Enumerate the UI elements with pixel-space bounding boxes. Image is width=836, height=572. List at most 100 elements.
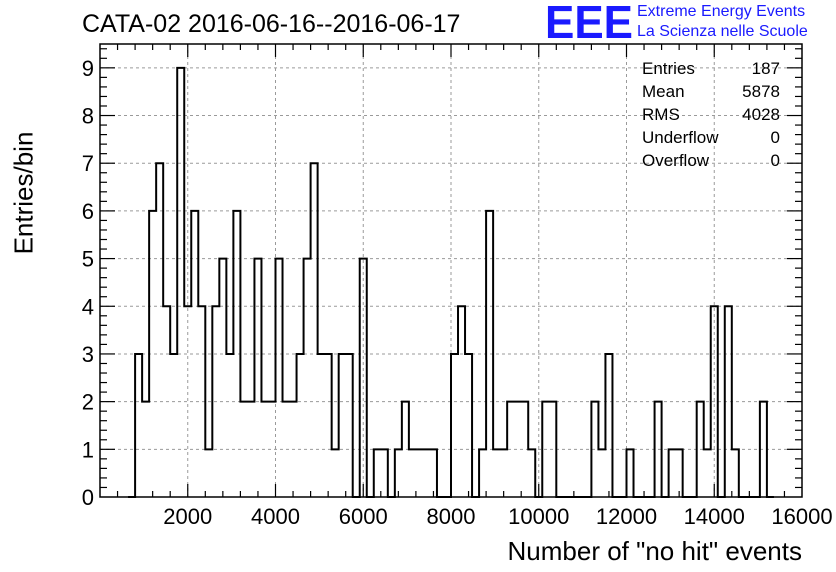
histogram-bin bbox=[732, 449, 739, 497]
histogram-bin bbox=[409, 449, 416, 497]
stat-label: Mean bbox=[642, 82, 685, 101]
histogram-bin bbox=[360, 259, 367, 497]
histogram-bin bbox=[177, 68, 184, 497]
histogram-bin bbox=[135, 354, 142, 497]
histogram-bin bbox=[514, 402, 521, 497]
histogram-bin bbox=[598, 449, 605, 497]
histogram-bin bbox=[346, 354, 353, 497]
axes bbox=[99, 43, 803, 498]
histogram-bin bbox=[297, 354, 304, 497]
x-axis-label: Number of "no hit" events bbox=[507, 536, 803, 566]
stat-label: Underflow bbox=[642, 128, 719, 147]
y-tick-label: 6 bbox=[82, 199, 94, 224]
histogram-bin bbox=[268, 402, 275, 497]
y-tick-label: 9 bbox=[82, 56, 94, 81]
histogram-bin bbox=[500, 449, 507, 497]
stat-label: Overflow bbox=[642, 151, 710, 170]
x-tick-label: 12000 bbox=[596, 504, 657, 529]
histogram-bin bbox=[283, 402, 290, 497]
histogram-bin bbox=[549, 402, 556, 497]
y-tick-label: 2 bbox=[82, 390, 94, 415]
x-tick-label: 10000 bbox=[508, 504, 569, 529]
histogram-bin bbox=[725, 306, 732, 497]
histogram-bin bbox=[479, 449, 486, 497]
histogram-bin bbox=[163, 306, 170, 497]
histogram-bin bbox=[655, 402, 662, 497]
histogram-bin bbox=[760, 402, 767, 497]
histogram-bin bbox=[219, 259, 226, 497]
histogram-bin bbox=[233, 211, 240, 497]
stat-value: 0 bbox=[770, 151, 780, 170]
histogram-bin bbox=[212, 306, 219, 497]
histogram-bin bbox=[465, 354, 472, 497]
histogram-bin bbox=[276, 259, 283, 497]
stat-label: RMS bbox=[642, 105, 680, 124]
stat-row: Overflow 0 bbox=[642, 151, 780, 174]
y-tick-label: 7 bbox=[82, 151, 94, 176]
y-tick-label: 3 bbox=[82, 342, 94, 367]
stat-label: Entries bbox=[642, 59, 695, 78]
histogram-bin bbox=[669, 449, 676, 497]
histogram-bin bbox=[149, 211, 156, 497]
histogram-bin bbox=[416, 449, 423, 497]
histogram-bin bbox=[493, 449, 500, 497]
histogram-bin bbox=[451, 354, 458, 497]
histogram-bin bbox=[170, 354, 177, 497]
histogram-bin bbox=[261, 402, 268, 497]
y-axis-label: Entries/bin bbox=[8, 131, 39, 255]
histogram-bin bbox=[332, 449, 339, 497]
histogram-bin bbox=[528, 449, 535, 497]
histogram-bin bbox=[430, 449, 437, 497]
x-tick-label: 2000 bbox=[163, 504, 212, 529]
x-tick-label: 6000 bbox=[339, 504, 388, 529]
histogram-bin bbox=[318, 354, 325, 497]
histogram-bin bbox=[381, 449, 388, 497]
y-tick-label: 8 bbox=[82, 104, 94, 129]
histogram-bin bbox=[184, 306, 191, 497]
histogram-bin bbox=[156, 163, 163, 497]
histogram-bin bbox=[402, 402, 409, 497]
eee-logo: EEE bbox=[545, 2, 633, 42]
histogram-bin bbox=[395, 449, 402, 497]
stats-box: Entries 187 Mean 5878 RMS 4028 Underflow 0 O… bbox=[642, 59, 780, 174]
stat-row: Mean 5878 bbox=[642, 82, 780, 105]
stat-value: 5878 bbox=[742, 82, 780, 101]
histogram-bin bbox=[226, 354, 233, 497]
histogram-bin bbox=[205, 449, 212, 497]
logo-line-2: La Scienza nelle Scuole bbox=[637, 23, 808, 40]
stat-value: 4028 bbox=[742, 105, 780, 124]
histogram-bin bbox=[374, 449, 381, 497]
tick-labels: 2000 4000 6000 8000 10000 12000 14000 16000 0 1 2 3… bbox=[82, 56, 833, 529]
y-tick-label: 0 bbox=[82, 485, 94, 510]
histogram-bin bbox=[290, 402, 297, 497]
eee-logo-mark: EEE bbox=[545, 2, 633, 42]
stat-value: 0 bbox=[770, 128, 780, 147]
chart-title: CATA-02 2016-06-16--2016-06-17 bbox=[82, 10, 461, 38]
histogram-bin bbox=[507, 402, 514, 497]
y-tick-label: 1 bbox=[82, 437, 94, 462]
stat-row: RMS 4028 bbox=[642, 105, 780, 128]
stat-value: 187 bbox=[751, 59, 780, 78]
histogram-bin bbox=[254, 259, 261, 497]
histogram-bin bbox=[542, 402, 549, 497]
histogram-bin bbox=[704, 449, 711, 497]
histogram-bin bbox=[676, 449, 683, 497]
histogram-bin bbox=[339, 354, 346, 497]
x-tick-label: 16000 bbox=[771, 504, 832, 529]
histogram-bin bbox=[325, 354, 332, 497]
histogram-bin bbox=[247, 402, 254, 497]
histogram-bin bbox=[521, 402, 528, 497]
histogram-bin bbox=[423, 449, 430, 497]
histogram-bin bbox=[458, 306, 465, 497]
histogram-bin bbox=[605, 354, 612, 497]
histogram-bin bbox=[627, 449, 634, 497]
stat-row: Underflow 0 bbox=[642, 128, 780, 151]
histogram-bin bbox=[697, 402, 704, 497]
y-axis-label-wrap: Entries/bin bbox=[4, 132, 44, 255]
x-tick-label: 8000 bbox=[427, 504, 476, 529]
x-tick-label: 14000 bbox=[684, 504, 745, 529]
histogram-bin bbox=[198, 306, 205, 497]
histogram-bin bbox=[711, 306, 718, 497]
